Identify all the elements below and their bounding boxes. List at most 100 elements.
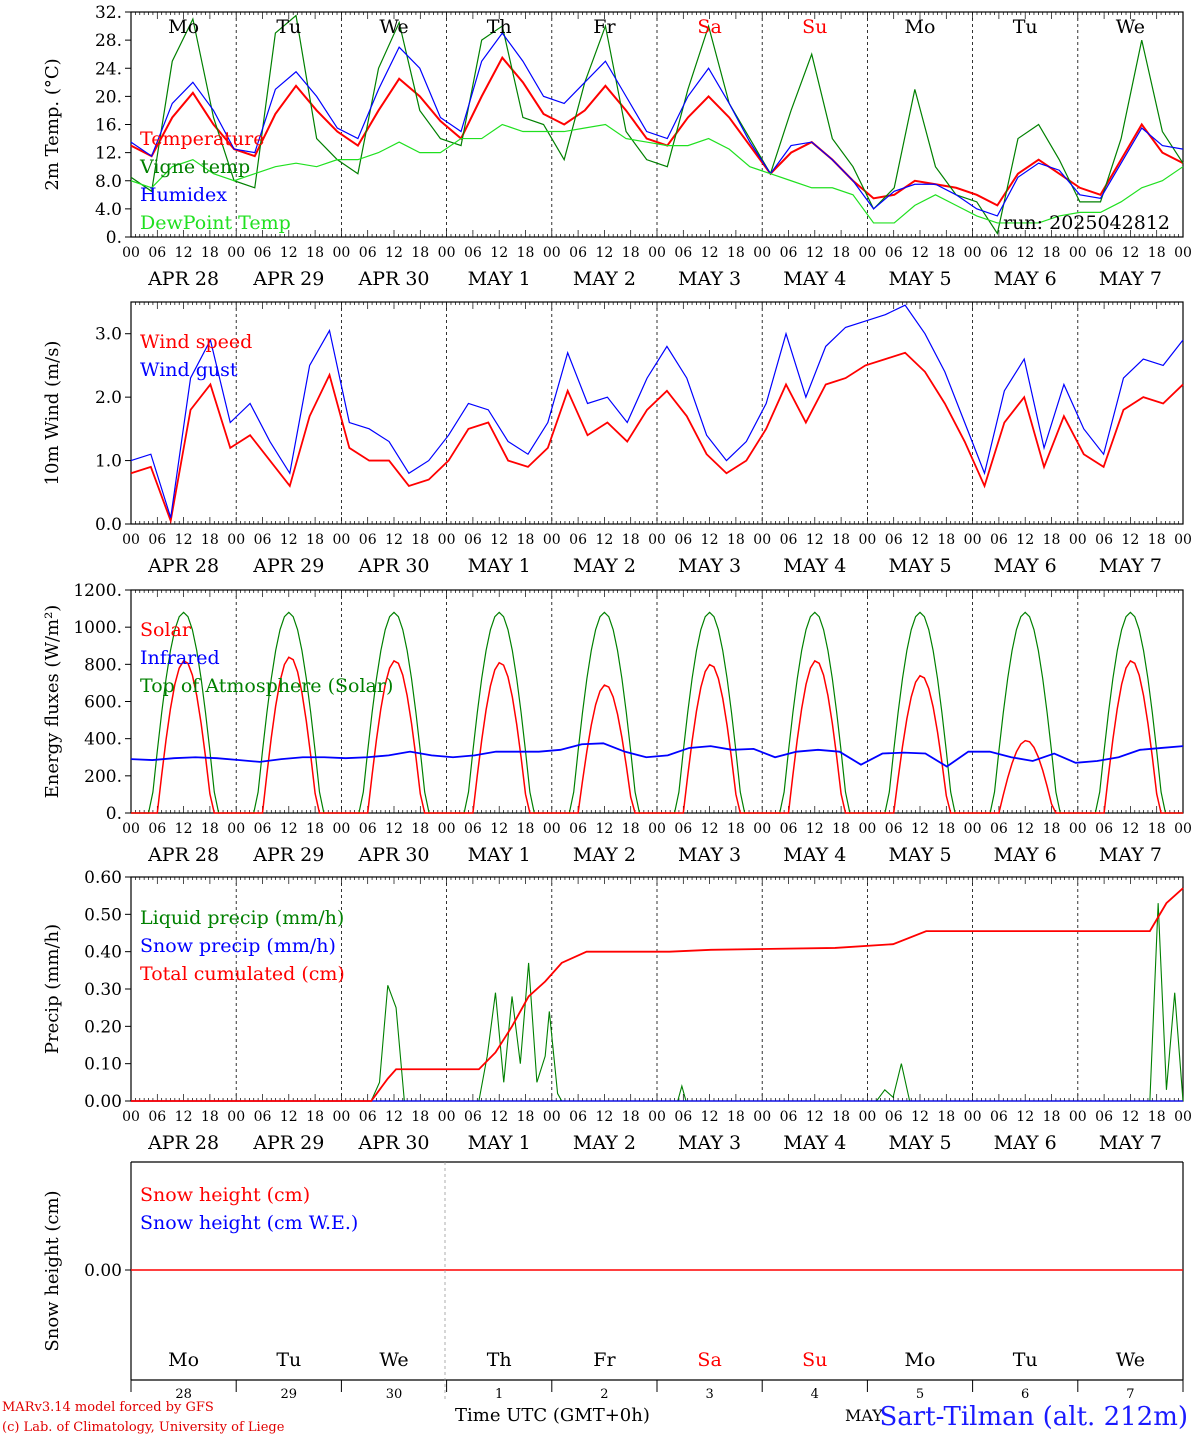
x-hour-label: 18 (1043, 532, 1061, 548)
x-hour-label: 06 (990, 245, 1008, 261)
x-hour-label: 12 (595, 1109, 613, 1125)
x-hour-label: 06 (254, 821, 272, 837)
x-hour-label: 18 (937, 821, 955, 837)
day-number: 28 (175, 1387, 192, 1402)
x-hour-label: 06 (885, 821, 903, 837)
x-hour-label: 18 (411, 245, 429, 261)
x-hour-label: 00 (753, 821, 771, 837)
x-hour-label: 06 (1095, 532, 1113, 548)
y-tick-label: 16. (95, 116, 122, 136)
date-label: APR 30 (357, 1132, 429, 1154)
day-number: 29 (281, 1387, 298, 1402)
series-infrared (130, 742, 1184, 768)
day-number: 2 (600, 1387, 608, 1402)
x-hour-label: 00 (438, 821, 456, 837)
x-hour-label: 18 (937, 532, 955, 548)
time-axis-label: Time UTC (GMT+0h) (455, 1405, 650, 1426)
date-label: APR 28 (147, 268, 219, 290)
date-label: MAY 3 (678, 268, 741, 290)
panel-snow: 0.00 Snow height (cm) Mo Tu We Th Fr Sa Su Mo Tu We… (42, 1161, 1184, 1402)
x-hour-label: 00 (122, 245, 140, 261)
x-hour-label: 12 (385, 532, 403, 548)
x-hour-label: 18 (1148, 532, 1166, 548)
x-hour-label: 06 (359, 245, 377, 261)
legend-entry: Vigne temp (139, 156, 250, 178)
x-hour-label: 18 (622, 821, 640, 837)
y-tick-label: 4.0 (95, 200, 122, 220)
weekday-label: Mo (905, 16, 936, 38)
x-hour-label: 18 (1043, 821, 1061, 837)
x-hour-label: 06 (254, 1109, 272, 1125)
date-label: MAY 5 (888, 555, 951, 577)
x-hour-label: 06 (990, 821, 1008, 837)
x-hour-label: 00 (964, 532, 982, 548)
x-hour-label: 18 (1148, 245, 1166, 261)
x-hour-label: 06 (1095, 821, 1113, 837)
x-hour-label: 18 (727, 245, 745, 261)
date-label: MAY 5 (888, 268, 951, 290)
y-tick-label: 0.30 (84, 980, 122, 1000)
date-label: APR 29 (252, 1132, 324, 1154)
x-hour-label: 00 (753, 1109, 771, 1125)
run-label: run: 2025042812 (1003, 212, 1170, 234)
date-label: APR 29 (252, 268, 324, 290)
x-hour-label: 18 (727, 532, 745, 548)
x-hour-label: 00 (964, 821, 982, 837)
x-hour-label: 06 (464, 245, 482, 261)
y-tick-label: 600. (84, 693, 122, 713)
x-hour-label: 00 (964, 245, 982, 261)
x-hour-label: 12 (806, 532, 824, 548)
x-hour-label: 12 (280, 532, 298, 548)
x-hour-label: 06 (674, 245, 692, 261)
date-label: MAY 1 (468, 555, 531, 577)
date-label: APR 30 (357, 555, 429, 577)
x-hour-label: 18 (832, 821, 850, 837)
x-hour-label: 06 (1095, 245, 1113, 261)
weekday-label: Su (802, 1349, 827, 1371)
x-hour-label: 00 (1174, 821, 1192, 837)
x-hour-label: 12 (911, 821, 929, 837)
date-label: MAY 7 (1099, 555, 1162, 577)
x-hour-label: 12 (280, 1109, 298, 1125)
weekday-label: We (1116, 1349, 1145, 1371)
plot-frame (130, 589, 1184, 814)
x-hour-label: 18 (517, 821, 535, 837)
x-hour-label: 06 (885, 532, 903, 548)
date-label: APR 30 (357, 844, 429, 866)
series-wind-gust (130, 304, 1184, 518)
date-label: MAY 3 (678, 555, 741, 577)
y-tick-label: 20. (95, 87, 122, 107)
date-label: MAY 2 (573, 268, 636, 290)
x-hour-label: 12 (490, 821, 508, 837)
date-label: MAY 4 (783, 268, 846, 290)
date-label: MAY 6 (994, 844, 1057, 866)
x-hour-label: 12 (911, 245, 929, 261)
x-hour-label: 18 (517, 1109, 535, 1125)
x-hour-label: 18 (727, 821, 745, 837)
x-hour-label: 18 (517, 532, 535, 548)
x-hour-label: 18 (832, 532, 850, 548)
x-hour-label: 06 (359, 821, 377, 837)
weekday-label: We (379, 1349, 408, 1371)
y-tick-label: 1200. (73, 581, 122, 601)
y-axis-label: Snow height (cm) (42, 1190, 63, 1351)
x-hour-label: 06 (569, 1109, 587, 1125)
legend-entry: Infrared (140, 647, 220, 669)
x-hour-label: 18 (306, 245, 324, 261)
x-hour-label: 00 (858, 532, 876, 548)
y-tick-label: 0.60 (84, 868, 122, 888)
date-label: MAY 1 (468, 1132, 531, 1154)
weekday-label: Sa (697, 16, 721, 38)
x-hour-label: 06 (674, 821, 692, 837)
date-label: MAY 4 (783, 1132, 846, 1154)
x-hour-label: 12 (175, 1109, 193, 1125)
x-hour-label: 06 (254, 245, 272, 261)
x-hour-label: 06 (990, 1109, 1008, 1125)
y-tick-label: 0. (106, 804, 122, 824)
model-credit: MARv3.14 model forced by GFS (2, 1400, 214, 1415)
x-hour-label: 18 (832, 1109, 850, 1125)
weekday-label: Sa (697, 1349, 721, 1371)
x-hour-label: 06 (569, 245, 587, 261)
x-hour-label: 18 (411, 532, 429, 548)
weekday-label: Su (802, 16, 827, 38)
